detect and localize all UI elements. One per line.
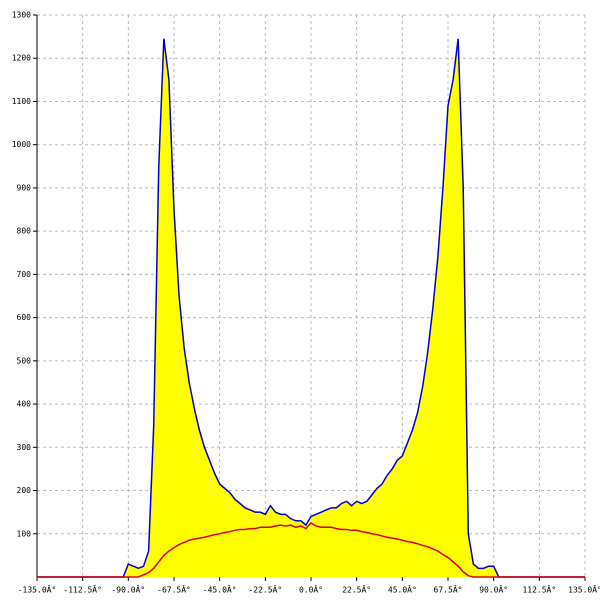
x-tick-label: 0.0Â° [299,584,323,595]
area-fill [37,38,585,578]
series-line [37,522,585,578]
x-tick-label: -45.0Â° [203,584,237,595]
y-tick-label: 800 [17,227,32,236]
x-tick-label: -135.0Â° [18,584,57,595]
y-tick-label: 300 [17,443,32,452]
x-tick-label: 112.5Â° [522,584,556,595]
x-tick-label: 90.0Â° [479,584,508,595]
y-tick-label: 1200 [12,54,31,63]
y-tick-label: 200 [17,486,32,495]
y-tick-label: 1000 [12,140,31,149]
x-tick-label: 45.0Â° [388,584,417,595]
x-tick-label: -22.5Â° [248,584,282,595]
x-tick-label: 67.5Â° [434,584,463,595]
x-tick-label: -67.5Â° [157,584,191,595]
series-line [37,38,585,578]
x-tick-label: -112.5Â° [63,584,102,595]
x-tick-label: -90.0Â° [111,584,145,595]
y-tick-label: 500 [17,356,32,365]
x-tick-label: 22.5Â° [342,584,371,595]
y-tick-label: 400 [17,400,32,409]
y-tick-label: 600 [17,313,32,322]
y-tick-label: 100 [17,529,32,538]
x-tick-label: 135.0Â° [568,584,600,595]
y-tick-label: 900 [17,183,32,192]
y-tick-label: 700 [17,270,32,279]
y-tick-label: 1100 [12,97,31,106]
y-tick-label: 1300 [12,11,31,20]
